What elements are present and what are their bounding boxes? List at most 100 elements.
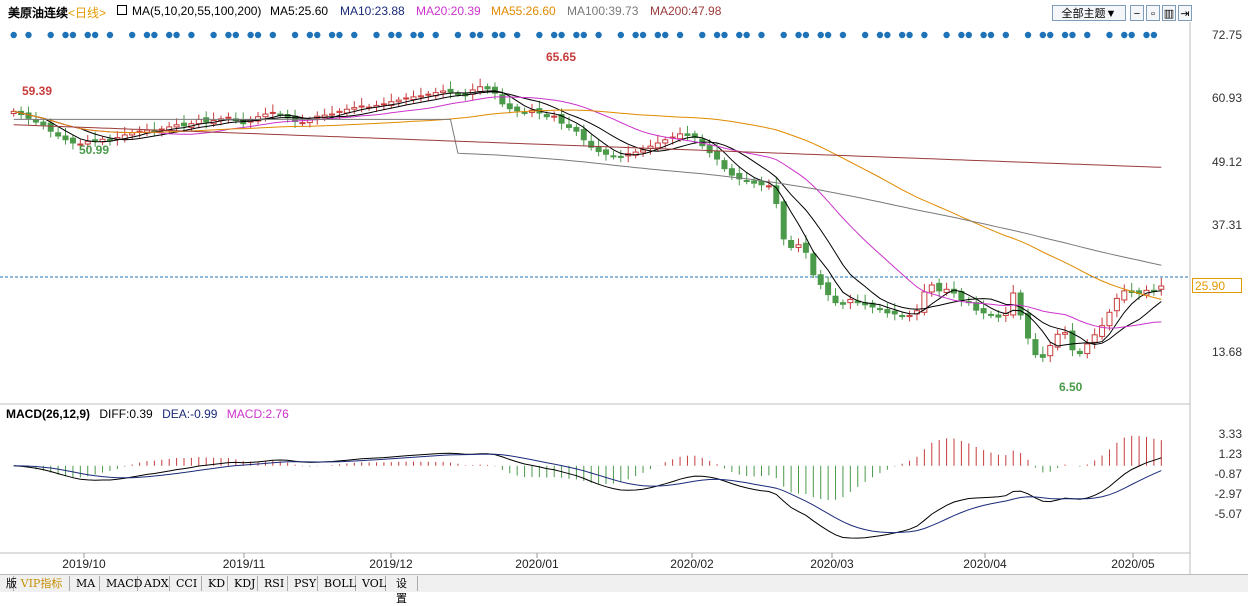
candle-body <box>847 298 854 304</box>
signal-dot <box>210 31 217 39</box>
candle-body <box>573 126 580 132</box>
price-tick: 37.31 <box>1211 217 1242 232</box>
candle-body <box>32 119 39 123</box>
candle-body <box>1158 285 1165 290</box>
signal-dot <box>580 31 587 39</box>
ma-settings-icon[interactable] <box>117 5 127 15</box>
signal-dot <box>291 31 299 39</box>
tab-设置[interactable]: 设置 <box>386 576 418 605</box>
candle-body <box>721 160 728 170</box>
signal-dot <box>958 31 965 39</box>
signal-dot <box>639 31 647 39</box>
left-low-marker: 50.99 <box>79 143 110 157</box>
tab-psy[interactable]: PSY <box>288 576 318 591</box>
tab-rsi[interactable]: RSI <box>258 576 288 591</box>
tab-cci[interactable]: CCI <box>170 576 202 591</box>
ma55-line <box>13 109 1162 300</box>
candle-body <box>1017 292 1024 316</box>
low-marker: 6.50 <box>1059 380 1083 394</box>
candle-body <box>1039 354 1046 358</box>
candle-body <box>899 315 906 318</box>
macd-value: MACD:2.76 <box>226 407 289 421</box>
candle-body <box>477 86 484 93</box>
candle-body <box>1069 330 1076 351</box>
candle-body <box>1047 345 1054 357</box>
candle-body <box>521 111 528 114</box>
candle-body <box>832 295 839 304</box>
signal-dot <box>595 31 602 39</box>
signal-dot <box>1061 31 1069 39</box>
left-high-marker: 59.39 <box>22 84 53 98</box>
signal-dot <box>388 31 395 39</box>
signal-dot <box>780 31 787 39</box>
price-tick: 49.12 <box>1211 154 1242 169</box>
macd-tick: 1.23 <box>1218 447 1242 461</box>
candle-body <box>543 114 550 118</box>
candle-body <box>1025 312 1032 339</box>
signal-dot <box>84 31 91 39</box>
signal-dot <box>432 31 439 39</box>
tab-vip指标[interactable]: VIP指标 <box>14 576 70 591</box>
candle-body <box>129 132 136 136</box>
candle-body <box>610 155 617 158</box>
signal-dot <box>225 31 232 39</box>
moving-averages <box>13 90 1162 347</box>
candle-body <box>973 302 980 311</box>
signal-dot <box>1069 31 1076 39</box>
high-marker: 65.65 <box>546 50 577 64</box>
candle-body <box>1121 290 1128 301</box>
price-chart[interactable] <box>0 0 1248 591</box>
price-tick: 13.68 <box>1211 344 1242 359</box>
signal-dot <box>980 31 987 39</box>
minus-icon[interactable]: − <box>1130 5 1144 21</box>
signal-dot <box>884 31 891 39</box>
time-tick: 2020/01 <box>515 557 559 571</box>
candle-body <box>839 302 846 305</box>
candle-body <box>1076 350 1083 355</box>
signal-dot <box>721 31 728 39</box>
macd-tick: -0.87 <box>1214 467 1242 482</box>
signal-dot <box>306 31 314 39</box>
candle-body <box>795 244 802 248</box>
tab-macd[interactable]: MACD <box>100 576 142 591</box>
candle-body <box>980 308 987 314</box>
period-label[interactable]: <日线> <box>68 6 107 20</box>
ma10-line <box>13 91 1162 346</box>
candle-body <box>225 116 232 119</box>
signal-dot <box>395 31 402 39</box>
tab-boll[interactable]: BOLL <box>318 576 356 591</box>
tab-ma[interactable]: MA <box>70 576 100 591</box>
signal-dot <box>513 31 521 39</box>
symbol-title[interactable]: 美原油连续 <box>8 6 69 20</box>
candle-body <box>62 135 69 141</box>
signal-dot <box>1002 31 1010 39</box>
signal-dot <box>632 31 639 39</box>
candle-body <box>677 133 684 140</box>
signal-dot <box>173 31 180 39</box>
candle-body <box>825 282 832 296</box>
tab-adx[interactable]: ADX <box>138 576 170 591</box>
tab-kd[interactable]: KD <box>202 576 228 591</box>
signal-dot <box>550 31 558 39</box>
ma5-value: MA5:25.60 <box>270 4 329 18</box>
signal-dot <box>736 31 743 39</box>
split-icon[interactable]: ⇥ <box>1178 5 1192 21</box>
macd-tick: 3.33 <box>1218 426 1242 441</box>
signal-dot <box>758 31 765 39</box>
chart-icon[interactable]: ▥ <box>1162 5 1176 21</box>
tab-kdj[interactable]: KDJ <box>228 576 258 591</box>
candle-body <box>995 314 1002 318</box>
tab-vol[interactable]: VOL <box>356 576 386 591</box>
candle-body <box>203 117 210 123</box>
signal-dot <box>1039 31 1047 39</box>
theme-dropdown[interactable]: 全部主题▼ <box>1052 5 1126 21</box>
tab-version[interactable]: 版 <box>0 576 17 591</box>
candle-body <box>1062 332 1069 335</box>
ma-title: MA(5,10,20,55,100,200) <box>132 4 262 18</box>
candle-body <box>180 122 187 127</box>
square-icon[interactable]: ▫ <box>1146 5 1160 21</box>
candle-body <box>499 94 506 105</box>
candle-body <box>788 239 795 248</box>
signal-dot <box>987 31 995 39</box>
signal-dot <box>69 31 77 39</box>
